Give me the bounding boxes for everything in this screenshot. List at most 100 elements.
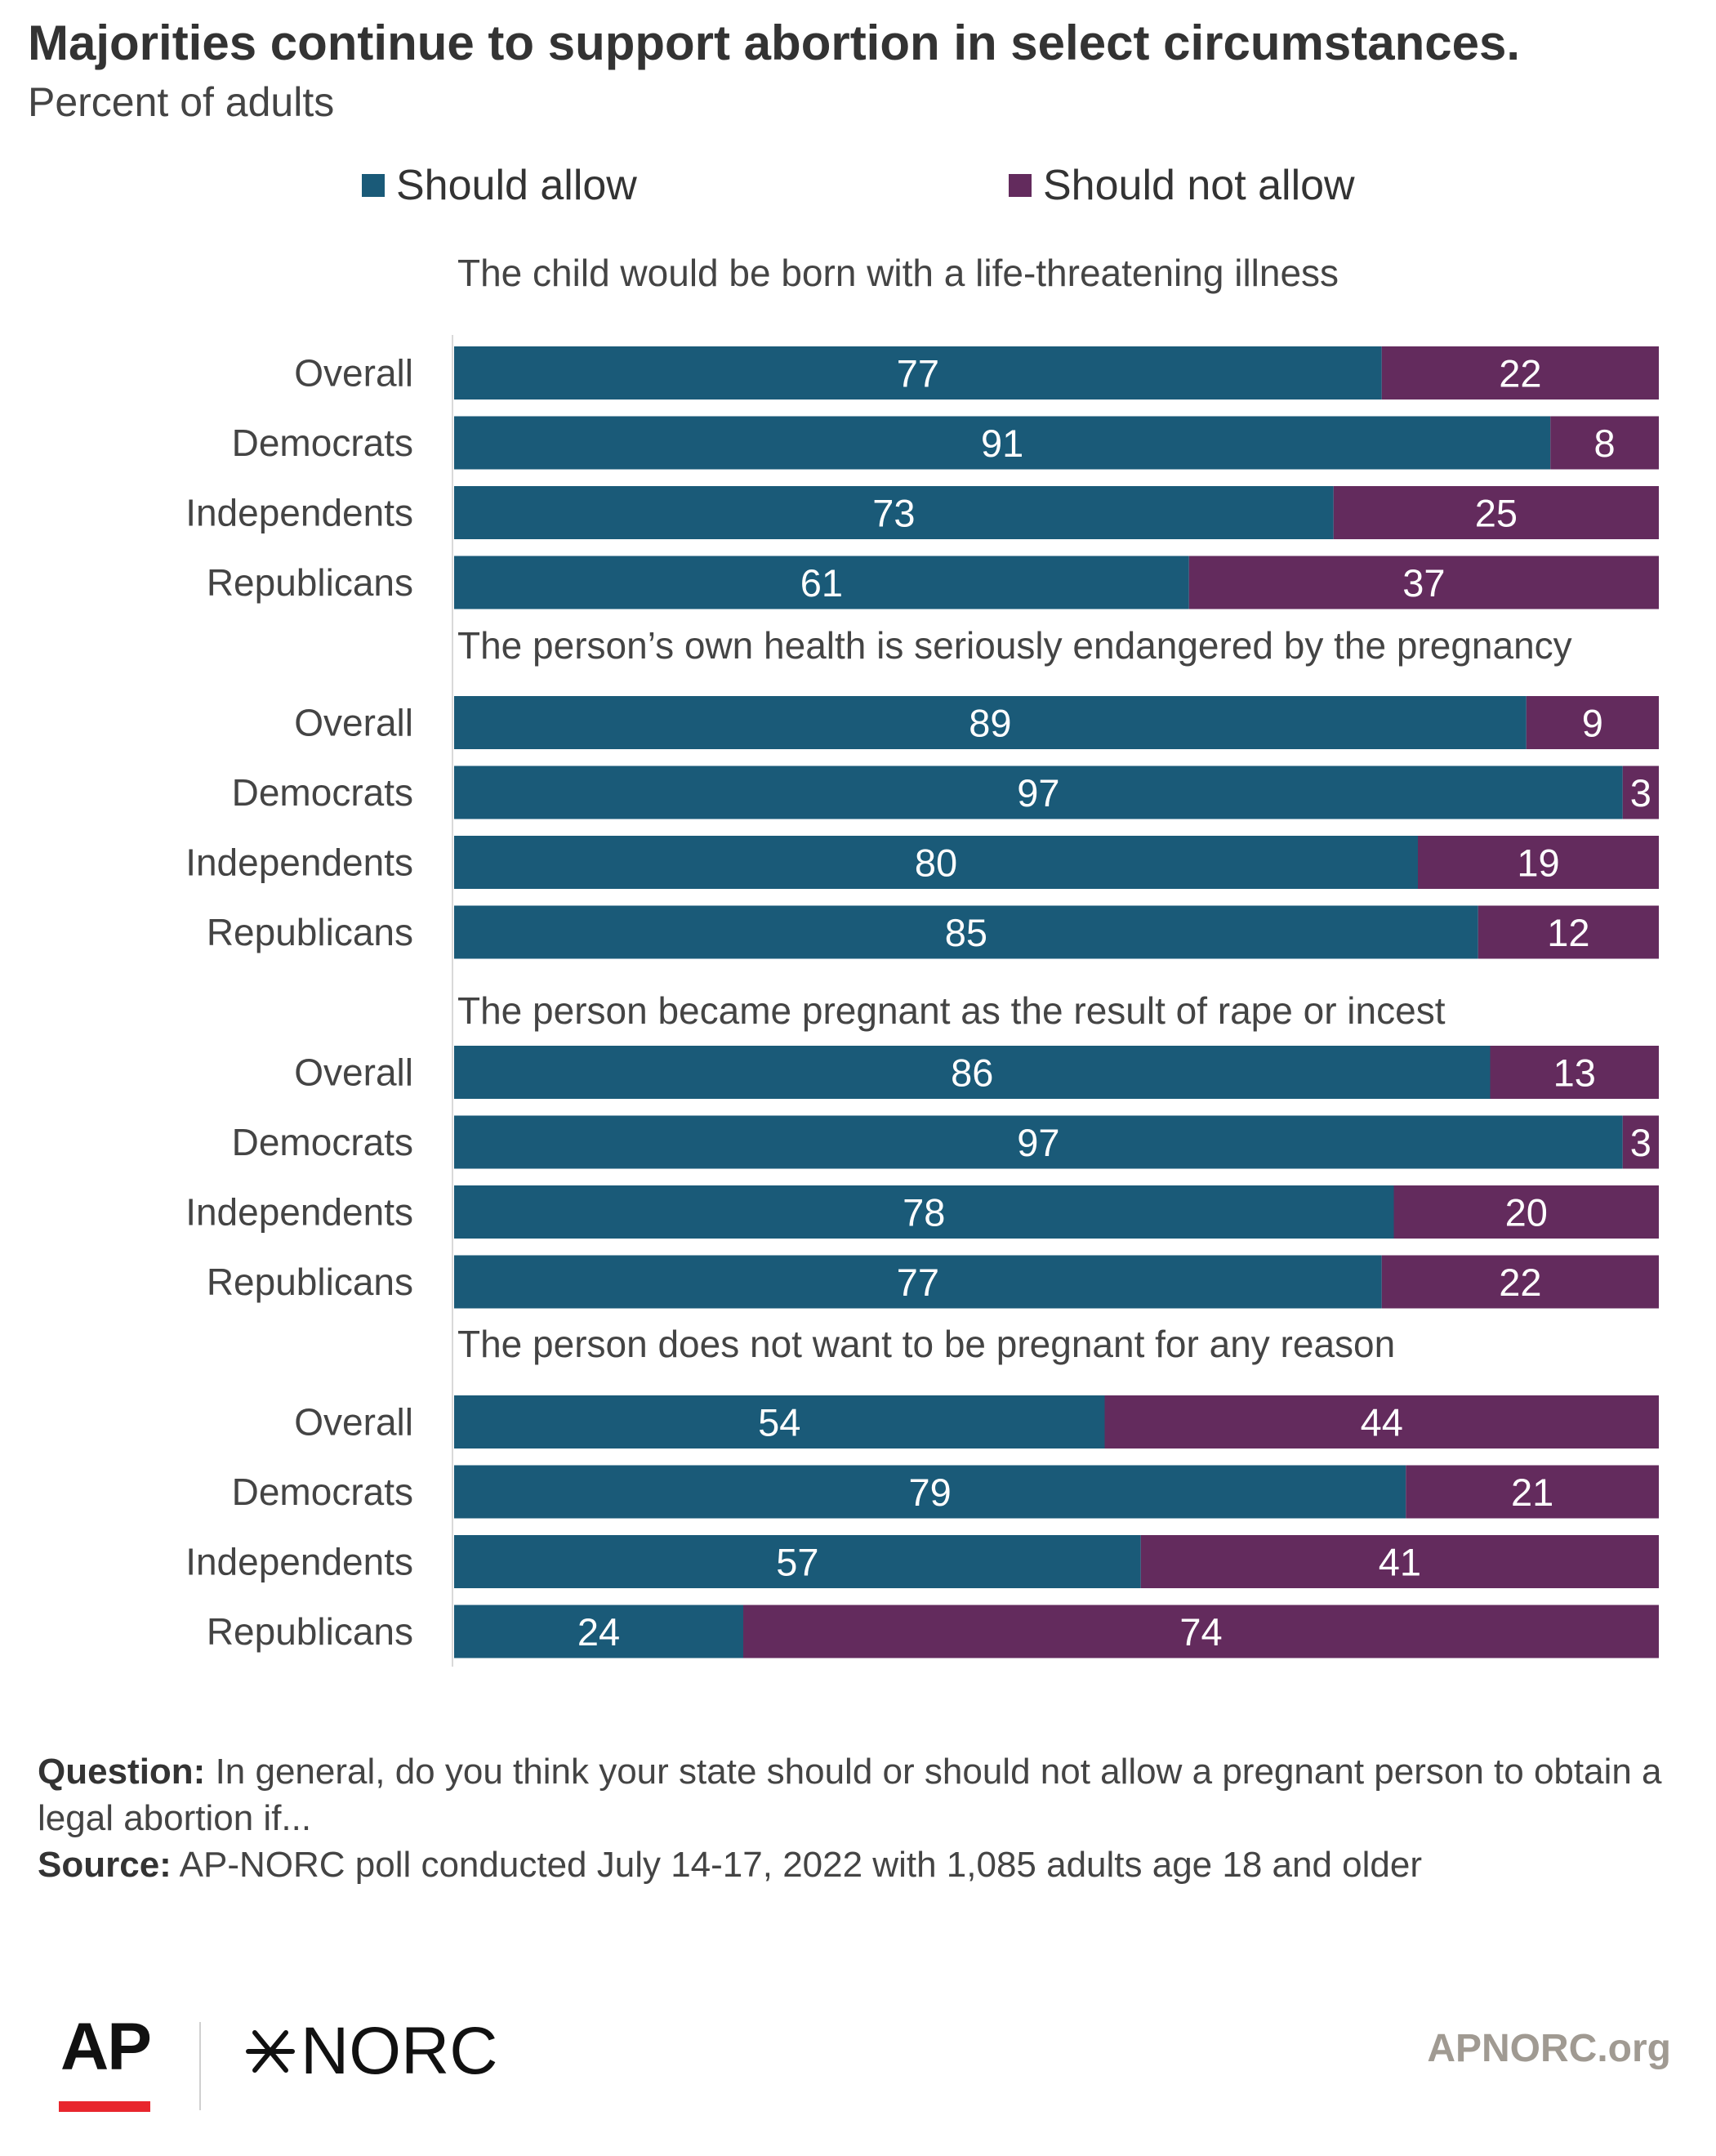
data-label: 25 — [1475, 492, 1518, 535]
data-label: 74 — [1179, 1610, 1222, 1654]
data-label: 24 — [577, 1610, 620, 1654]
data-label: 13 — [1553, 1051, 1596, 1095]
bar-segment — [1406, 1465, 1659, 1519]
category-label: Overall — [294, 1401, 413, 1444]
norc-logo: NORC — [242, 2018, 497, 2085]
category-label: Republicans — [207, 561, 413, 604]
category-label: Independents — [185, 1541, 413, 1583]
bar-segment — [454, 1046, 1491, 1099]
data-label: 22 — [1499, 1261, 1541, 1304]
data-label: 20 — [1505, 1191, 1548, 1234]
source-note: Source: AP-NORC poll conducted July 14-1… — [38, 1841, 1671, 1888]
bar-segment — [454, 836, 1418, 889]
bar-segment — [1333, 486, 1659, 539]
bar-segment — [454, 346, 1382, 400]
category-label: Democrats — [232, 1121, 413, 1163]
category-label: Independents — [185, 1191, 413, 1234]
category-label: Overall — [294, 1051, 413, 1094]
chart-subtitle: Percent of adults — [28, 79, 335, 125]
data-label: 86 — [951, 1051, 993, 1095]
data-label: 97 — [1017, 1121, 1059, 1164]
norc-star-icon — [246, 2030, 295, 2073]
data-label: 37 — [1402, 561, 1445, 605]
data-label: 21 — [1511, 1471, 1553, 1514]
category-label: Republicans — [207, 1610, 413, 1653]
category-label: Independents — [185, 492, 413, 534]
data-label: 79 — [908, 1471, 951, 1514]
bar-segment — [454, 1605, 743, 1658]
data-label: 9 — [1582, 702, 1603, 745]
data-label: 44 — [1361, 1401, 1403, 1444]
bar-segment — [454, 416, 1551, 470]
bar-segment — [1478, 905, 1659, 959]
source-text: AP-NORC poll conducted July 14-17, 2022 … — [179, 1845, 1423, 1885]
bar-segment — [1418, 836, 1659, 889]
category-label: Overall — [294, 352, 413, 395]
chart-footnote: Question: In general, do you think your … — [38, 1748, 1671, 1888]
bar-segment — [454, 1115, 1623, 1169]
data-label: 19 — [1517, 841, 1559, 885]
data-label: 78 — [903, 1191, 945, 1234]
bar-segment — [454, 1465, 1406, 1519]
site-url: APNORC.org — [1427, 2027, 1671, 2070]
data-label: 41 — [1379, 1541, 1421, 1584]
bar-segment — [1490, 1046, 1659, 1099]
group-title: The child would be born with a life-thre… — [457, 252, 1339, 294]
bar-segment — [1188, 556, 1659, 609]
group-title: The person does not want to be pregnant … — [457, 1323, 1395, 1365]
data-label: 22 — [1499, 352, 1541, 395]
legend-item-should-not-allow: Should not allow — [1009, 157, 1355, 214]
bar-segment — [454, 766, 1623, 819]
data-label: 97 — [1017, 771, 1059, 815]
bar-segment — [1622, 766, 1659, 819]
data-label: 77 — [897, 1261, 939, 1304]
legend-label-should-not-allow: Should not allow — [1043, 162, 1355, 209]
data-label: 12 — [1547, 911, 1589, 954]
bar-segment — [454, 905, 1478, 959]
data-label: 85 — [945, 911, 987, 954]
question-note: Question: In general, do you think your … — [38, 1748, 1671, 1841]
data-label: 91 — [981, 422, 1023, 465]
legend-swatch-should-allow — [362, 174, 385, 197]
bar-segment — [1393, 1185, 1659, 1239]
question-text: In general, do you think your state shou… — [38, 1752, 1662, 1838]
category-label: Independents — [185, 841, 413, 884]
bar-segment — [454, 1185, 1394, 1239]
norc-logo-text: NORC — [301, 2014, 498, 2088]
bar-segment — [1140, 1535, 1659, 1588]
bar-segment — [454, 1395, 1105, 1448]
category-label: Democrats — [232, 1471, 413, 1513]
bar-segment — [1381, 346, 1659, 400]
source-label: Source: — [38, 1845, 172, 1885]
data-label: 73 — [872, 492, 915, 535]
bar-segment — [454, 556, 1189, 609]
group-title: The person’s own health is seriously end… — [457, 624, 1572, 667]
bar-segment — [454, 486, 1334, 539]
data-label: 8 — [1594, 422, 1616, 465]
ap-logo: AP — [60, 2010, 152, 2084]
bar-segment — [1381, 1255, 1659, 1309]
data-label: 54 — [758, 1401, 800, 1444]
ap-logo-underline — [59, 2101, 150, 2112]
category-label: Democrats — [232, 422, 413, 464]
group-title: The person became pregnant as the result… — [457, 989, 1446, 1032]
legend-label-should-allow: Should allow — [396, 162, 637, 209]
data-label: 57 — [776, 1541, 818, 1584]
data-label: 61 — [800, 561, 843, 605]
question-label: Question: — [38, 1752, 206, 1792]
category-label: Republicans — [207, 911, 413, 953]
bar-segment — [1622, 1115, 1659, 1169]
bar-segment — [1526, 696, 1659, 749]
data-label: 80 — [915, 841, 957, 885]
bar-segment — [1550, 416, 1659, 470]
data-label: 89 — [969, 702, 1011, 745]
bar-segment — [454, 1535, 1141, 1588]
bar-segment — [454, 1255, 1382, 1309]
category-label: Overall — [294, 702, 413, 744]
chart-title: Majorities continue to support abortion … — [28, 16, 1521, 70]
category-label: Republicans — [207, 1261, 413, 1303]
legend-swatch-should-not-allow — [1009, 174, 1032, 197]
data-label: 77 — [897, 352, 939, 395]
stacked-bar-chart: The child would be born with a life-thre… — [185, 252, 1659, 1667]
